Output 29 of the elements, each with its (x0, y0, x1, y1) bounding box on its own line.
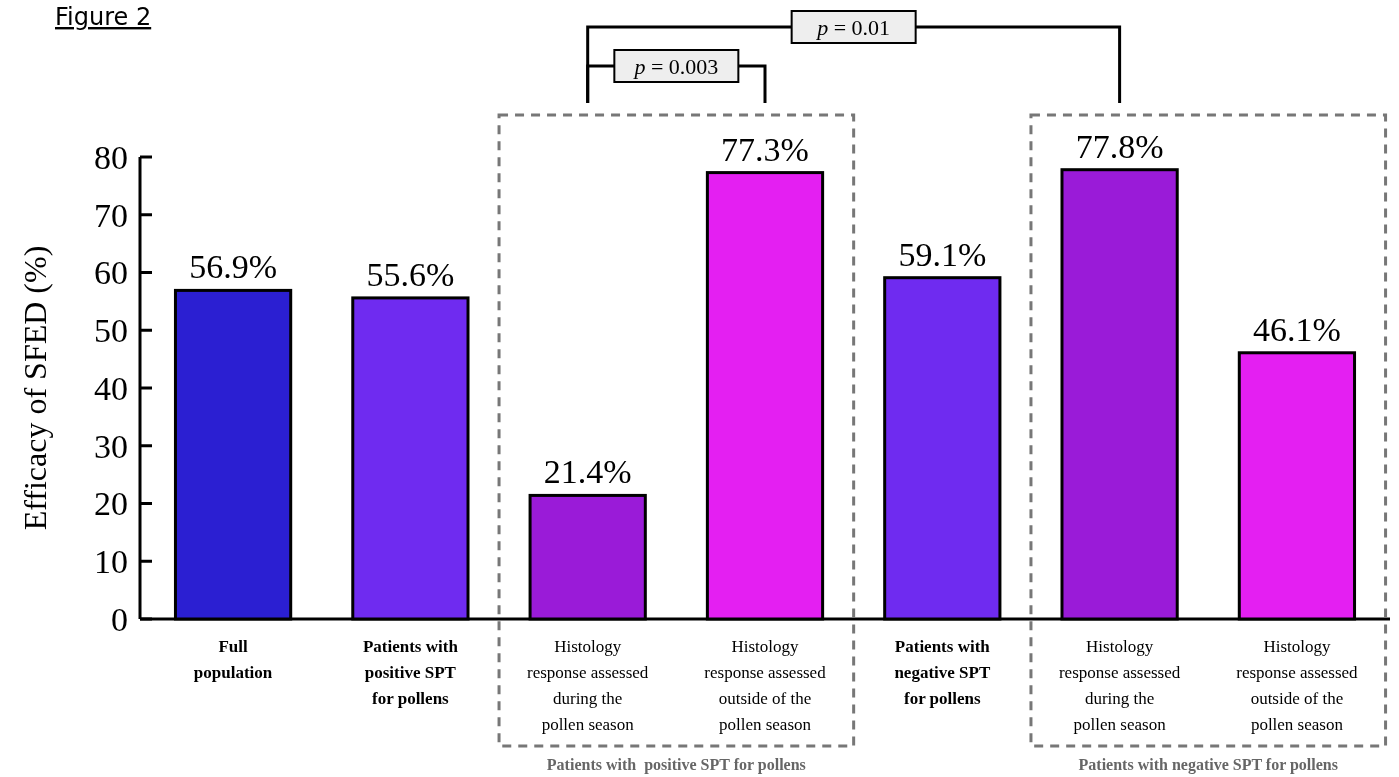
y-tick-label: 60 (94, 254, 128, 292)
x-tick-label: Histology response assessed outside of the pollen season (1236, 637, 1359, 734)
y-tick-label: 20 (94, 485, 128, 523)
y-axis-title: Efficacy of SFED (%) (17, 245, 53, 531)
x-tick-label: Histology response assessed during the pollen season (1058, 637, 1181, 734)
text: Patients with positive SPT for pollens (546, 756, 806, 774)
text: p = 0.003 (632, 53, 719, 79)
x-tick-label: Patients with negative SPT for pollens (894, 637, 991, 708)
text: Patients with negative SPT for pollens (1078, 756, 1338, 774)
y-tick-label: 80 (94, 138, 128, 176)
chart-title: Figure 2 (55, 3, 152, 31)
x-tick-label: Histology response assessed outside of the pollen season (704, 637, 827, 734)
y-tick-label: 70 (94, 196, 128, 234)
data-label: 77.3% (721, 130, 809, 168)
x-tick-label: Patients with positive SPT for pollens (362, 637, 459, 708)
data-label: 55.6% (366, 255, 455, 293)
text: p = 0.01 (815, 14, 891, 40)
data-label: 56.9% (189, 248, 277, 286)
x-tick-label: Full population (193, 637, 273, 682)
y-tick-label: 10 (94, 543, 128, 581)
y-tick-label: 30 (94, 427, 128, 465)
y-tick-label: 40 (94, 369, 128, 407)
data-label: 77.8% (1075, 127, 1164, 165)
data-label: 59.1% (898, 235, 987, 273)
data-label: 21.4% (543, 453, 632, 491)
x-tick-label: Histology response assessed during the pollen season (527, 637, 649, 734)
data-label: 46.1% (1253, 310, 1341, 348)
y-tick-label: 50 (94, 312, 128, 350)
y-tick-label: 0 (111, 600, 128, 638)
